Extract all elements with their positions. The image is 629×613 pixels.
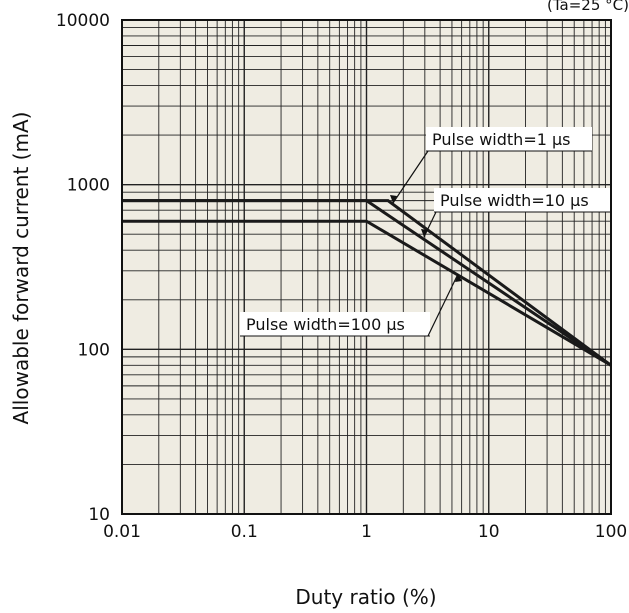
y-tick-label: 10000 [56,11,110,31]
y-tick-label: 10 [88,505,110,525]
annotation-arrowhead [421,229,428,237]
series-group [122,199,612,367]
y-tick-label: 1000 [67,176,110,196]
annotation-box-3 [240,312,430,336]
plot-frame [121,19,612,515]
annotation-box-1 [426,127,592,151]
x-tick-label: 100 [595,522,627,542]
test-condition: (Ta=25 °C) [547,0,629,14]
x-axis-label: Duty ratio (%) [295,585,436,609]
annotation-arrowhead [390,195,397,203]
annotation-leader-line [427,273,459,337]
annotation-label: Pulse width=1 μs [432,130,571,149]
y-tick-labels: 10 100 1000 10000 [56,11,110,525]
y-axis-label: Allowable forward current (mA) [9,112,33,425]
x-tick-label: 1 [361,522,372,542]
annotation-label: Pulse width=100 μs [246,315,405,334]
grid [122,20,611,514]
y-tick-label: 100 [78,340,110,360]
annotations-group: Pulse width=1 μs Pulse width=10 μs Pulse w… [240,127,610,337]
series-line-2 [122,199,612,367]
annotation-label: Pulse width=10 μs [440,191,589,210]
annotation-arrowhead [455,274,462,282]
x-tick-labels: 0.01 0.1 1 10 100 [103,522,627,542]
series-line-3 [122,219,612,367]
x-tick-label: 10 [478,522,500,542]
x-tick-label: 0.1 [231,522,258,542]
annotation-leader-line [392,150,429,204]
x-tick-label: 0.01 [103,522,141,542]
annotation-box-2 [434,188,610,212]
